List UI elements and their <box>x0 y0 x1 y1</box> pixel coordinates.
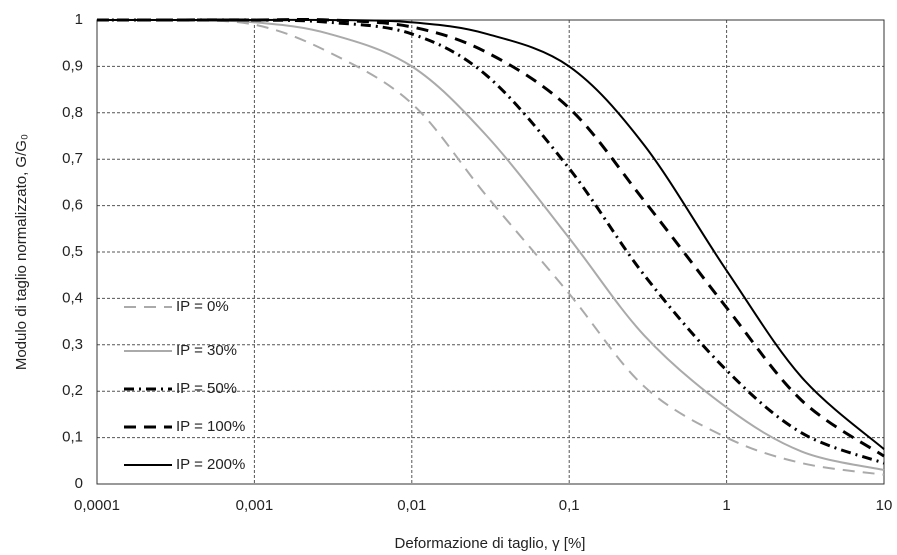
legend-label: IP = 50% <box>176 380 237 397</box>
x-tick-label: 0,001 <box>236 497 274 514</box>
plot-frame <box>96 19 885 485</box>
x-tick-label: 10 <box>876 497 893 514</box>
x-tick-label: 0,0001 <box>74 497 120 514</box>
y-tick-label: 1 <box>75 11 83 28</box>
x-tick-label: 1 <box>722 497 730 514</box>
series-line <box>96 18 885 465</box>
y-tick-label: 0,7 <box>62 150 83 167</box>
x-tick-label: 0,01 <box>397 497 426 514</box>
series-line <box>96 18 885 450</box>
y-tick-label: 0,3 <box>62 336 83 353</box>
y-tick-label: 0,8 <box>62 104 83 121</box>
legend-label: IP = 100% <box>176 418 245 435</box>
x-axis-label: Deformazione di taglio, γ [%] <box>395 535 586 552</box>
series-line <box>96 18 885 472</box>
y-tick-label: 0,9 <box>62 57 83 74</box>
y-tick-label: 0,4 <box>62 289 83 306</box>
x-tick-label: 0,1 <box>559 497 580 514</box>
y-axis-label: Modulo di taglio normalizzato, G/G₀ <box>13 134 30 370</box>
y-tick-label: 0 <box>75 475 83 492</box>
y-tick-label: 0,2 <box>62 382 83 399</box>
y-tick-label: 0,1 <box>62 429 83 446</box>
legend-label: IP = 0% <box>176 298 229 315</box>
y-tick-label: 0,5 <box>62 243 83 260</box>
legend-label: IP = 200% <box>176 456 245 473</box>
y-tick-label: 0,6 <box>62 197 83 214</box>
legend-label: IP = 30% <box>176 342 237 359</box>
